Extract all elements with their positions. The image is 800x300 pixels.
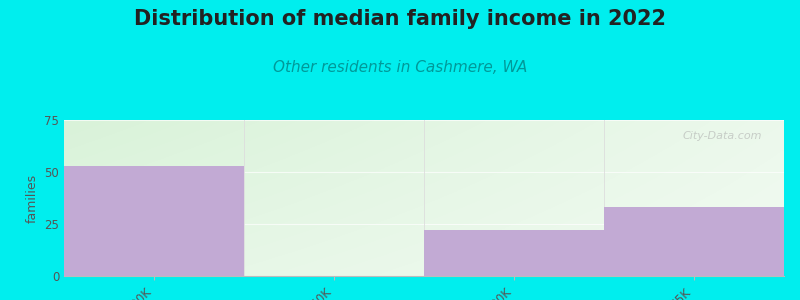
Y-axis label: families: families — [26, 173, 38, 223]
Text: Distribution of median family income in 2022: Distribution of median family income in … — [134, 9, 666, 29]
Bar — [424, 230, 604, 276]
Bar — [604, 207, 784, 276]
Text: Other residents in Cashmere, WA: Other residents in Cashmere, WA — [273, 60, 527, 75]
Text: City-Data.com: City-Data.com — [683, 131, 762, 141]
Bar — [64, 166, 244, 276]
